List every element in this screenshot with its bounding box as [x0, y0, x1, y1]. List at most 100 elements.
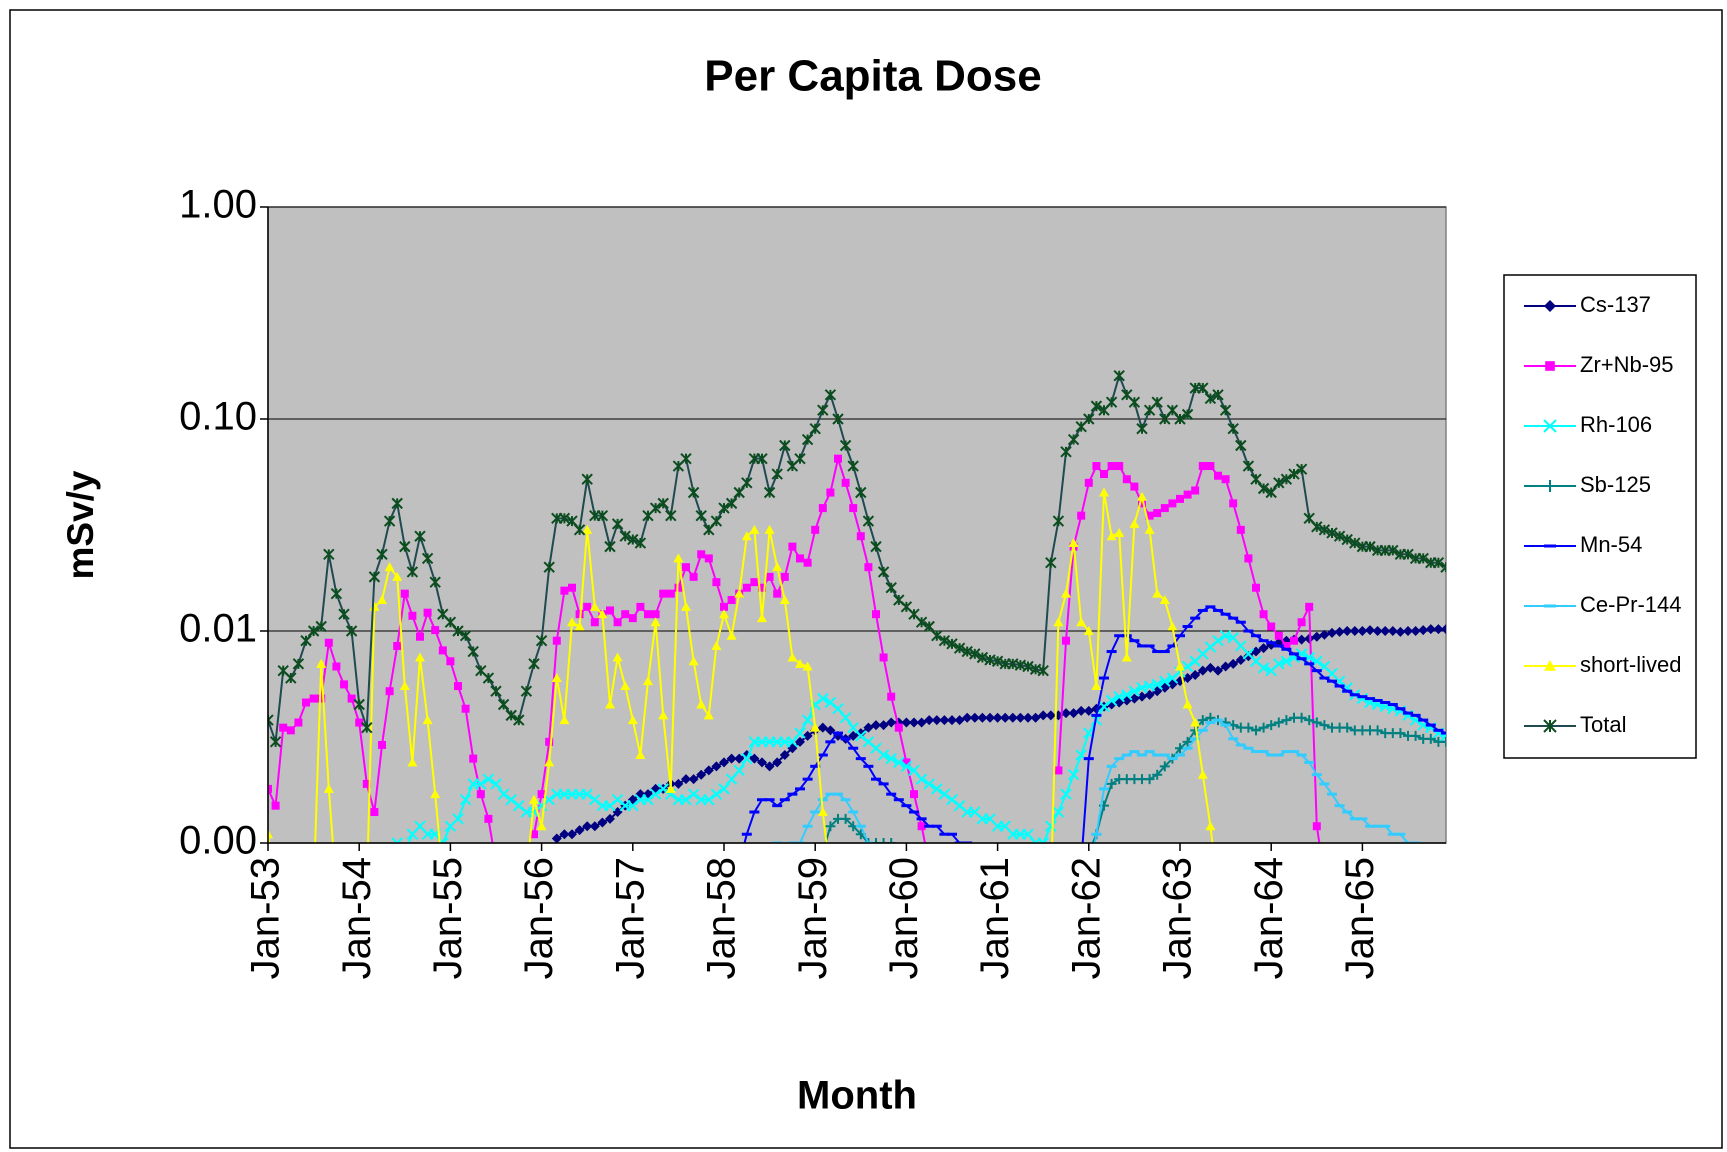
- marker: [1433, 624, 1444, 635]
- marker: [939, 715, 950, 726]
- y-tick-label: 0.00: [179, 819, 257, 863]
- marker: [1441, 736, 1446, 747]
- marker: [1100, 470, 1108, 479]
- marker: [446, 657, 455, 666]
- marker: [1060, 788, 1072, 800]
- marker: [649, 788, 662, 800]
- x-tick-label: Jan-60: [882, 857, 926, 979]
- marker: [1305, 602, 1314, 611]
- x-tick-label: Jan-65: [1338, 857, 1382, 979]
- marker: [1144, 774, 1155, 785]
- marker: [1107, 462, 1116, 471]
- marker: [710, 788, 723, 800]
- marker: [1342, 722, 1353, 733]
- marker: [302, 698, 310, 707]
- marker: [689, 572, 698, 581]
- marker: [475, 778, 487, 790]
- marker: [391, 497, 403, 510]
- marker: [841, 478, 850, 487]
- marker: [1274, 631, 1283, 640]
- marker: [1372, 725, 1383, 736]
- marker: [368, 571, 381, 583]
- x-tick-label: Jan-61: [973, 857, 1017, 979]
- marker: [1259, 610, 1268, 619]
- marker: [1182, 673, 1193, 684]
- marker: [1077, 511, 1086, 520]
- marker: [931, 630, 943, 642]
- marker: [817, 404, 829, 416]
- marker: [1152, 769, 1163, 780]
- marker: [421, 552, 434, 565]
- marker: [384, 562, 395, 572]
- marker: [696, 699, 707, 709]
- marker: [567, 829, 577, 840]
- marker: [1037, 664, 1049, 677]
- marker: [779, 595, 790, 605]
- marker: [657, 497, 669, 510]
- x-tick-label: Jan-53: [244, 857, 288, 979]
- marker: [946, 638, 958, 650]
- marker: [1197, 665, 1208, 676]
- marker: [323, 783, 334, 793]
- marker: [1319, 720, 1330, 731]
- x-tick-label: Jan-63: [1156, 857, 1200, 979]
- marker: [681, 774, 691, 785]
- marker: [900, 760, 913, 773]
- marker: [1000, 712, 1011, 723]
- marker: [1076, 617, 1087, 627]
- marker: [1183, 490, 1192, 499]
- marker: [673, 553, 684, 563]
- marker: [915, 773, 928, 785]
- marker: [636, 602, 645, 611]
- marker: [810, 722, 821, 732]
- marker: [855, 486, 867, 499]
- marker: [560, 586, 569, 595]
- marker: [345, 625, 358, 637]
- marker: [1181, 408, 1194, 421]
- marker: [1128, 396, 1141, 408]
- marker: [606, 606, 614, 615]
- marker: [643, 676, 653, 686]
- marker: [1137, 691, 1147, 702]
- marker: [307, 625, 320, 637]
- marker: [1257, 662, 1270, 674]
- marker: [490, 685, 502, 697]
- x-tick-label: Jan-56: [517, 857, 561, 979]
- marker: [910, 790, 918, 799]
- marker: [687, 486, 700, 499]
- marker: [1258, 722, 1269, 733]
- marker: [459, 630, 472, 642]
- marker: [1228, 658, 1239, 669]
- marker: [315, 620, 327, 633]
- marker: [1265, 486, 1277, 499]
- marker: [568, 583, 576, 592]
- marker: [574, 825, 585, 836]
- marker: [1364, 540, 1376, 553]
- x-tick-label: Jan-55: [426, 857, 470, 979]
- marker: [370, 808, 379, 817]
- marker: [795, 736, 805, 747]
- marker: [947, 715, 957, 726]
- marker: [1122, 475, 1131, 484]
- marker: [1387, 626, 1398, 636]
- marker: [482, 773, 495, 785]
- marker: [1206, 462, 1215, 471]
- marker: [271, 801, 280, 810]
- marker: [695, 509, 707, 522]
- marker: [704, 554, 713, 563]
- marker: [582, 524, 593, 534]
- marker: [803, 558, 812, 567]
- chart-title: Per Capita Dose: [704, 52, 1041, 101]
- marker: [1151, 678, 1163, 691]
- marker: [1273, 658, 1285, 670]
- marker: [1418, 625, 1429, 636]
- marker: [1273, 477, 1285, 489]
- marker: [497, 698, 510, 711]
- marker: [469, 754, 478, 763]
- marker: [1038, 710, 1049, 721]
- marker: [902, 758, 911, 767]
- marker: [811, 525, 820, 534]
- marker: [801, 433, 814, 446]
- marker: [583, 602, 592, 611]
- marker: [712, 578, 721, 587]
